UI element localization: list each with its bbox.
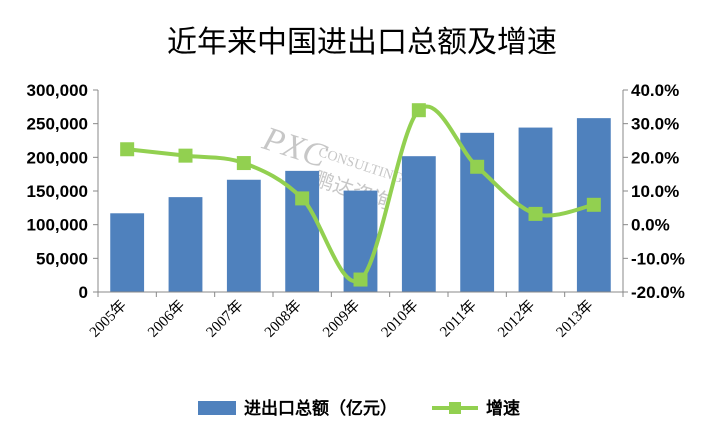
bar — [401, 156, 436, 292]
left-axis-tick-label: 150,000 — [27, 182, 88, 201]
left-axis-tick-label: 100,000 — [27, 216, 88, 235]
bar — [168, 197, 203, 292]
bar — [285, 170, 320, 292]
line-marker — [120, 142, 135, 157]
bar — [226, 179, 261, 292]
line-marker — [586, 197, 601, 212]
left-axis-tick-label: 250,000 — [27, 115, 88, 134]
legend-line-label: 增速 — [486, 398, 520, 419]
line-marker — [411, 103, 426, 118]
line-marker — [353, 272, 368, 287]
bar — [110, 213, 145, 292]
plot-area — [110, 103, 611, 293]
chart-title: 近年来中国进出口总额及增速 — [167, 25, 557, 60]
left-axis-tick-label: 200,000 — [27, 148, 88, 167]
bar — [460, 132, 495, 292]
legend: 进出口总额（亿元） 增速 — [198, 398, 520, 419]
line-marker — [236, 156, 251, 171]
line-marker — [295, 191, 310, 206]
left-axis-tick-label: 0 — [79, 283, 88, 302]
left-axis: 0 50,000 100,000 150,000 200,000 250,000 300,0… — [27, 81, 99, 302]
right-axis: -20.0% -10.0% 0.0% 10.0% 20.0% 30.0% 40.0% — [622, 81, 685, 302]
left-axis-tick-label: 50,000 — [36, 249, 88, 268]
right-axis-tick-label: 30.0% — [631, 115, 679, 134]
line-marker — [528, 206, 543, 221]
right-axis-tick-label: 10.0% — [631, 182, 679, 201]
right-axis-tick-label: 40.0% — [631, 81, 679, 100]
right-axis-tick-label: 20.0% — [631, 148, 679, 167]
right-axis-tick-label: -10.0% — [631, 249, 685, 268]
left-axis-tick-label: 300,000 — [27, 81, 88, 100]
right-axis-tick-label: 0.0% — [631, 216, 670, 235]
legend-bar-label: 进出口总额（亿元） — [244, 398, 397, 419]
series-line — [126, 104, 595, 284]
legend-bar-swatch — [198, 401, 236, 415]
line-marker — [470, 159, 485, 174]
right-axis-tick-label: -20.0% — [631, 283, 685, 302]
legend-marker-swatch — [449, 402, 461, 414]
line-marker — [178, 148, 193, 163]
